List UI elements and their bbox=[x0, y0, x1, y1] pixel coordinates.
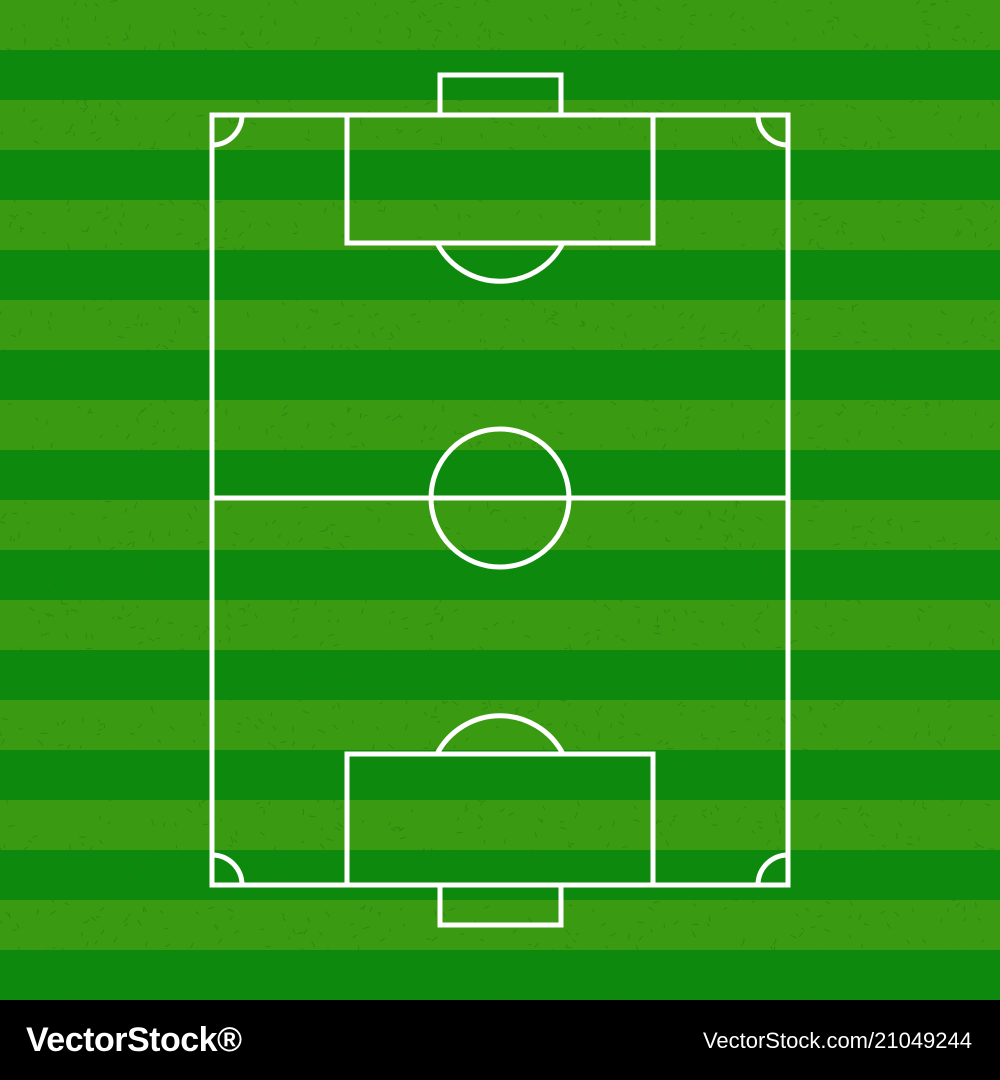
grass-stripe bbox=[0, 950, 1000, 1000]
grass-texture bbox=[0, 0, 1000, 1000]
corner-arc-bottom-right bbox=[755, 852, 789, 886]
grass-stripe bbox=[0, 100, 1000, 150]
grass-stripe bbox=[0, 600, 1000, 650]
corner-arc-top-left bbox=[211, 114, 245, 148]
top-penalty-box bbox=[344, 112, 656, 246]
pitch-diagram bbox=[0, 0, 1000, 1000]
top-penalty-arc bbox=[434, 241, 566, 284]
grass-stripe bbox=[0, 550, 1000, 600]
grass-stripe bbox=[0, 300, 1000, 350]
grass-stripe bbox=[0, 250, 1000, 300]
grass-blades bbox=[0, 0, 1000, 1000]
grass-stripe bbox=[0, 850, 1000, 900]
grass-stripe bbox=[0, 400, 1000, 450]
corner-arc-bottom-left bbox=[211, 852, 245, 886]
grass-stripe bbox=[0, 0, 1000, 50]
bottom-penalty-arc bbox=[434, 713, 566, 756]
grass-stripe bbox=[0, 450, 1000, 500]
center-circle bbox=[428, 426, 572, 570]
bottom-penalty-box bbox=[344, 751, 656, 888]
grass-stripe bbox=[0, 350, 1000, 400]
football-pitch bbox=[0, 0, 1000, 1000]
grass-stripe bbox=[0, 750, 1000, 800]
grass-stripe bbox=[0, 700, 1000, 750]
watermark-bar: VectorStock® VectorStock.com/21049244 bbox=[0, 1000, 1000, 1080]
grass-stripe bbox=[0, 650, 1000, 700]
vectorstock-logo: VectorStock® bbox=[26, 1021, 242, 1059]
corner-arc-top-right bbox=[755, 114, 789, 148]
grass-stripe bbox=[0, 500, 1000, 550]
grass-stripe bbox=[0, 800, 1000, 850]
image-reference: VectorStock.com/21049244 bbox=[702, 1028, 972, 1053]
